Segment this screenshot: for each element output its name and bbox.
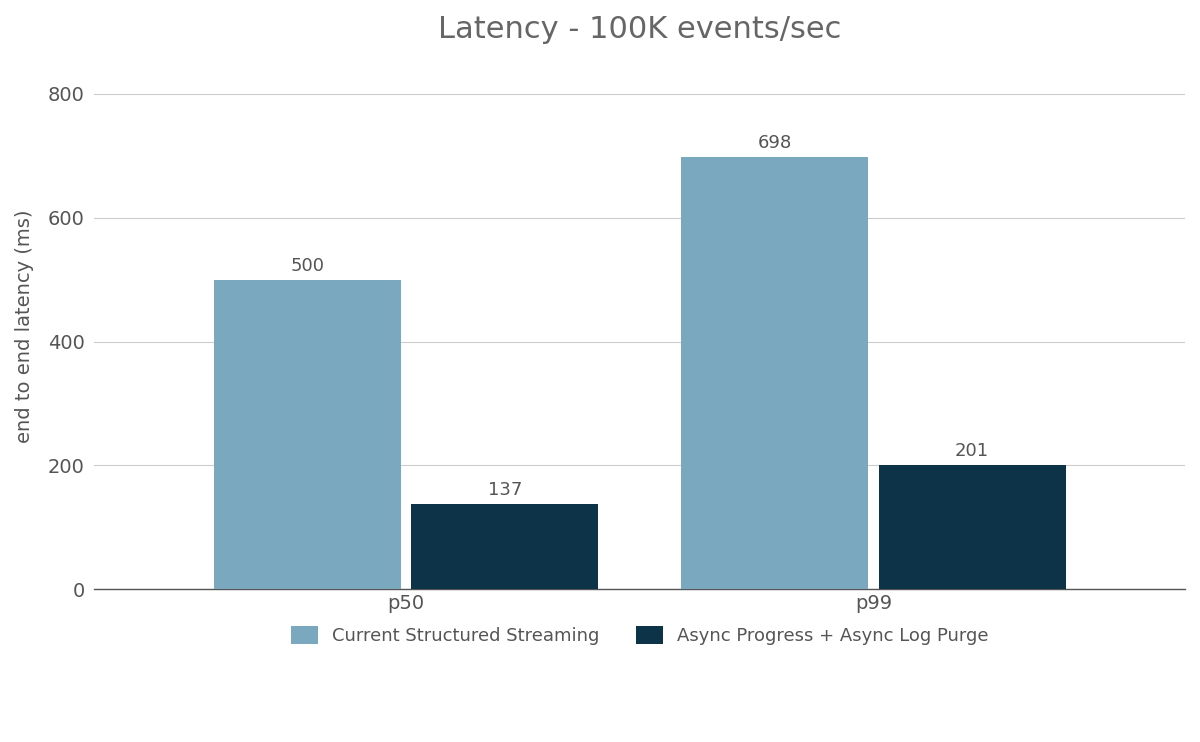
Text: 698: 698 bbox=[757, 134, 792, 152]
Text: 201: 201 bbox=[955, 442, 989, 460]
Legend: Current Structured Streaming, Async Progress + Async Log Purge: Current Structured Streaming, Async Prog… bbox=[282, 617, 997, 654]
Y-axis label: end to end latency (ms): end to end latency (ms) bbox=[14, 209, 34, 443]
Text: 137: 137 bbox=[487, 482, 522, 499]
Bar bbox=[878, 464, 1066, 589]
Bar bbox=[214, 280, 401, 589]
Text: 500: 500 bbox=[290, 257, 324, 275]
Bar bbox=[682, 157, 869, 589]
Bar bbox=[412, 505, 598, 589]
Title: Latency - 100K events/sec: Latency - 100K events/sec bbox=[438, 15, 841, 44]
